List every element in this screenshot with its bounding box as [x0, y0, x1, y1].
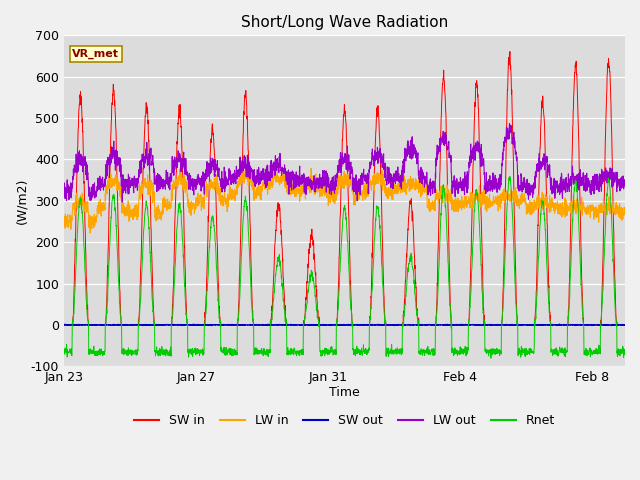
- Line: LW out: LW out: [64, 123, 625, 202]
- Rnet: [174, 216, 182, 222]
- SW out: [502, 322, 510, 328]
- SW in: [174, 132, 182, 137]
- X-axis label: Time: Time: [329, 385, 360, 398]
- SW in: [502, 151, 510, 157]
- SW in: [621, 322, 629, 328]
- Rnet: [487, 355, 495, 361]
- SW in: [506, 48, 514, 54]
- Rnet: [228, 347, 236, 352]
- SW out: [60, 322, 68, 327]
- Rnet: [104, 282, 112, 288]
- SW in: [369, 255, 376, 261]
- Rnet: [621, 348, 629, 354]
- Line: Rnet: Rnet: [64, 177, 625, 358]
- SW out: [104, 322, 112, 327]
- LW out: [621, 179, 629, 184]
- Line: SW in: SW in: [64, 51, 625, 325]
- LW out: [118, 199, 126, 205]
- LW in: [502, 196, 510, 202]
- LW out: [182, 163, 189, 168]
- LW in: [104, 179, 112, 184]
- LW in: [245, 165, 253, 170]
- LW out: [506, 120, 513, 126]
- LW out: [174, 158, 182, 164]
- LW in: [621, 206, 629, 212]
- SW out: [174, 322, 182, 328]
- Text: VR_met: VR_met: [72, 49, 120, 59]
- LW out: [502, 133, 510, 139]
- LW in: [182, 190, 189, 195]
- SW in: [181, 263, 189, 269]
- Rnet: [181, 292, 189, 298]
- SW in: [104, 250, 112, 256]
- LW in: [86, 230, 94, 236]
- LW in: [369, 178, 377, 183]
- LW out: [229, 172, 237, 178]
- SW out: [181, 322, 189, 327]
- Rnet: [506, 174, 514, 180]
- Line: SW out: SW out: [64, 324, 625, 325]
- LW in: [229, 190, 237, 196]
- LW in: [174, 180, 182, 186]
- SW in: [228, 322, 236, 328]
- Y-axis label: (W/m2): (W/m2): [15, 178, 28, 224]
- LW out: [104, 155, 112, 160]
- SW out: [556, 321, 563, 327]
- LW in: [60, 218, 68, 224]
- Rnet: [502, 227, 510, 232]
- LW out: [60, 191, 68, 197]
- LW out: [369, 156, 376, 162]
- SW out: [229, 322, 237, 328]
- SW out: [208, 323, 216, 328]
- SW out: [621, 322, 629, 328]
- Rnet: [60, 347, 68, 353]
- SW in: [60, 322, 68, 328]
- Line: LW in: LW in: [64, 168, 625, 233]
- Title: Short/Long Wave Radiation: Short/Long Wave Radiation: [241, 15, 448, 30]
- Rnet: [369, 285, 376, 291]
- SW out: [369, 322, 376, 328]
- Legend: SW in, LW in, SW out, LW out, Rnet: SW in, LW in, SW out, LW out, Rnet: [129, 409, 560, 432]
